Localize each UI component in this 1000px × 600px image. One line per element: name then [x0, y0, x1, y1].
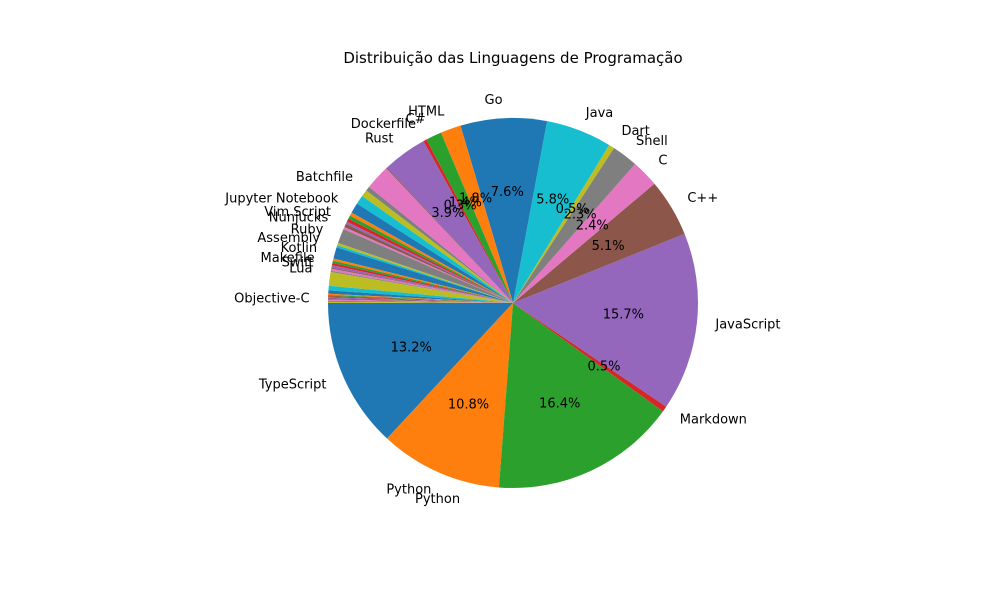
pie-slice	[348, 215, 513, 303]
slice-label: Kotlin	[281, 241, 317, 256]
slice-label: Jupyter Notebook	[224, 192, 339, 207]
slice-label: Dockerfile	[351, 117, 416, 132]
pie-slice	[513, 183, 685, 303]
pie-slice	[328, 294, 513, 303]
pie-slice	[328, 296, 513, 303]
pie-slice	[386, 167, 513, 303]
pie-slice	[349, 212, 513, 303]
pie-slice	[513, 148, 636, 303]
pie-slice	[328, 272, 513, 303]
pie-slice	[328, 293, 513, 303]
slice-label: Rust	[365, 131, 394, 146]
pie-slice	[513, 121, 610, 303]
pie-slice	[344, 223, 513, 303]
pie-slice	[426, 132, 513, 303]
pie-slice	[328, 300, 513, 303]
slice-label: Nunjucks	[269, 211, 329, 226]
percent-label: 0.5%	[587, 360, 620, 375]
slice-label: Markdown	[680, 413, 747, 428]
pie-slice	[332, 260, 513, 303]
slice-label: Go	[485, 93, 503, 108]
pie-slice	[330, 268, 513, 303]
pie-slice	[328, 298, 513, 303]
pie-slice	[513, 233, 698, 407]
slice-labels: TypeScript Python Markdown JavaScript C++ C Sh…	[224, 93, 780, 507]
percent-label: 1.8%	[459, 192, 492, 207]
percent-label: 1.4%	[449, 196, 482, 211]
pie-slice	[366, 186, 513, 303]
slice-label: HTML	[408, 104, 445, 119]
pie-slice	[356, 196, 513, 303]
slice-label: Java	[585, 106, 613, 121]
percent-label: 2.3%	[564, 208, 597, 223]
pie-slice	[351, 203, 513, 303]
percent-label: 5.1%	[592, 239, 625, 254]
pie-slice	[513, 144, 615, 303]
pie-slice	[513, 303, 667, 412]
slice-label: Dart	[621, 124, 649, 139]
pie-slice	[343, 226, 513, 303]
slice-label: Batchfile	[296, 170, 353, 185]
slice-label: TypeScript	[258, 377, 327, 392]
slice-label: C++	[687, 191, 718, 206]
pie-slice	[328, 290, 513, 303]
pie-slice	[328, 297, 513, 303]
pie-slice	[345, 221, 513, 303]
percent-label: 2.4%	[576, 218, 609, 233]
slice-label: Python	[386, 482, 431, 497]
pie-slice	[337, 229, 513, 303]
slice-label: JavaScript	[714, 318, 780, 333]
slice-label: C#	[406, 112, 426, 127]
percent-label: 16.4%	[539, 397, 580, 412]
pie-slice	[369, 168, 513, 303]
pie-slice	[332, 258, 513, 303]
pie-slice	[331, 265, 513, 303]
slice-label: Vim Script	[264, 205, 331, 220]
percent-label: 10.8%	[448, 398, 489, 413]
pie-slice	[331, 262, 513, 303]
slice-label: Python	[415, 492, 460, 507]
pie-slice	[330, 270, 513, 303]
slice-label: Lua	[289, 261, 312, 276]
slice-label: Shell	[636, 134, 668, 149]
pie-slice	[362, 190, 513, 303]
slice-label: C	[658, 154, 667, 169]
pie-slice	[498, 303, 663, 488]
percent-label: 0.3%	[444, 198, 477, 213]
slice-label: Assembly	[257, 231, 320, 246]
pie-slice	[440, 125, 513, 303]
slice-label: Swift	[282, 256, 314, 271]
pie-slice	[337, 243, 513, 303]
percent-label: 5.8%	[536, 192, 569, 207]
pie-slice	[328, 301, 513, 303]
percent-label: 13.2%	[391, 340, 432, 355]
slice-label: Objective-C	[234, 292, 309, 307]
pie-slice	[460, 117, 548, 303]
pie-slices	[328, 117, 698, 488]
pie-slice	[346, 218, 513, 303]
pie-slice	[513, 164, 655, 303]
pie-slice	[328, 285, 513, 303]
pie-slice	[333, 247, 513, 303]
slice-label: Ruby	[291, 222, 324, 237]
percent-label: 3.9%	[431, 206, 464, 221]
chart-title: Distribuição das Linguagens de Programaç…	[343, 49, 682, 67]
percent-label: 15.7%	[603, 308, 644, 323]
pie-slice	[423, 139, 513, 303]
pie-slice	[336, 245, 513, 303]
percent-label: 0.5%	[556, 202, 589, 217]
pie-slice	[331, 267, 513, 303]
pie-slice	[387, 141, 513, 303]
slice-label: Makefile	[261, 251, 315, 266]
pie-slice	[328, 299, 513, 303]
pie-slice	[387, 303, 513, 488]
percent-labels: 13.2%10.8% 16.4%0.5%15.7%5.1%2.4%2.3%0.5%…	[391, 185, 644, 413]
pie-slice	[328, 303, 513, 439]
percent-label: 7.6%	[491, 185, 524, 200]
